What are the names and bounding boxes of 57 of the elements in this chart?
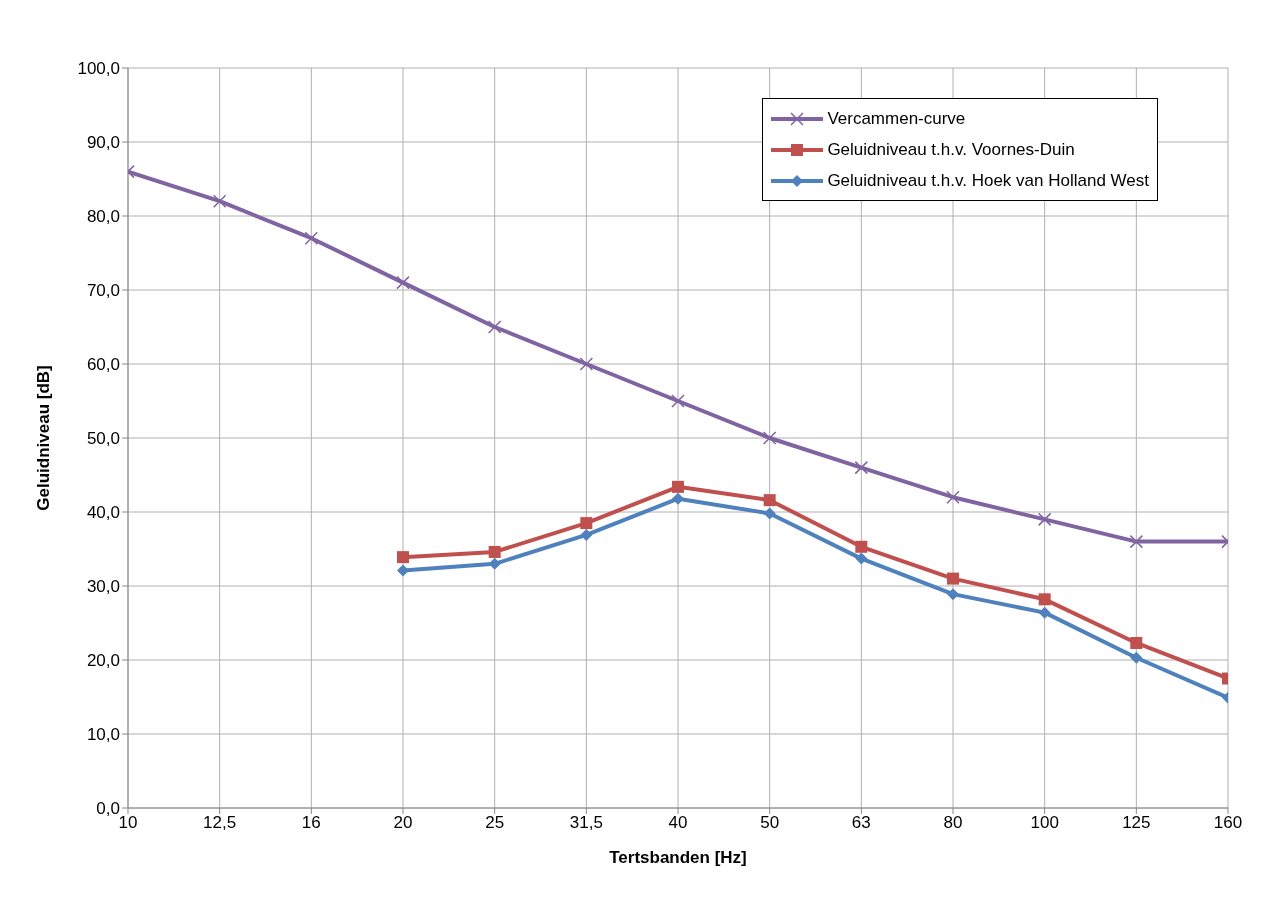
point	[671, 394, 685, 408]
legend-label: Vercammen-curve	[827, 108, 966, 130]
y-tick-label: 50,0	[86, 429, 120, 449]
point	[1038, 593, 1051, 606]
y-tick-label: 40,0	[86, 503, 120, 523]
point	[212, 194, 227, 208]
x-tick-label: 63	[851, 813, 871, 833]
point	[672, 492, 684, 505]
point	[1130, 651, 1143, 664]
x-tick-label: 40	[668, 813, 688, 833]
point	[763, 507, 776, 520]
point	[397, 564, 409, 577]
y-tick-label: 90,0	[86, 133, 120, 153]
x-tick-label: 80	[943, 813, 963, 833]
y-tick-label: 70,0	[86, 281, 120, 301]
point	[855, 552, 868, 565]
y-tick-label: 100,0	[77, 59, 120, 79]
point	[1130, 636, 1143, 649]
point	[1037, 512, 1052, 527]
y-axis-title: Geluidniveau [dB]	[34, 365, 54, 511]
x-tick-label: 25	[485, 813, 505, 833]
point	[854, 460, 869, 475]
point	[1129, 534, 1144, 549]
x-tick-label: 31,5	[569, 813, 603, 833]
point	[396, 275, 410, 290]
y-tick-label: 10,0	[86, 725, 120, 745]
legend-label: Geluidniveau t.h.v. Hoek van Holland West	[827, 170, 1149, 192]
y-tick-label: 0,0	[96, 799, 120, 819]
point	[488, 545, 501, 558]
point	[487, 320, 502, 334]
point	[580, 517, 593, 530]
x-axis-title: Tertsbanden [Hz]	[609, 848, 747, 867]
point	[397, 551, 409, 564]
x-tick-label: 125	[1122, 813, 1151, 833]
point	[763, 494, 776, 507]
point	[947, 572, 959, 585]
point	[1038, 606, 1051, 619]
x-tick-label: 16	[301, 813, 321, 833]
y-tick-label: 80,0	[86, 207, 120, 227]
y-tick-label: 20,0	[86, 651, 120, 671]
point	[672, 480, 684, 493]
point	[855, 540, 868, 553]
x-tick-label: 100	[1030, 813, 1059, 833]
x-tick-label: 50	[760, 813, 780, 833]
x-tick-label: 20	[393, 813, 413, 833]
y-tick-label: 30,0	[86, 577, 120, 597]
point	[304, 231, 319, 245]
x-tick-label: 12,5	[203, 813, 237, 833]
point	[946, 490, 960, 504]
point	[579, 357, 594, 371]
point	[762, 431, 777, 445]
legend-label: Geluidniveau t.h.v. Voornes-Duin	[827, 139, 1075, 161]
x-tick-label: 160	[1213, 813, 1243, 833]
x-tick-label: 10	[118, 813, 138, 833]
y-tick-label: 60,0	[86, 355, 120, 375]
point	[947, 588, 959, 601]
point	[580, 528, 593, 541]
